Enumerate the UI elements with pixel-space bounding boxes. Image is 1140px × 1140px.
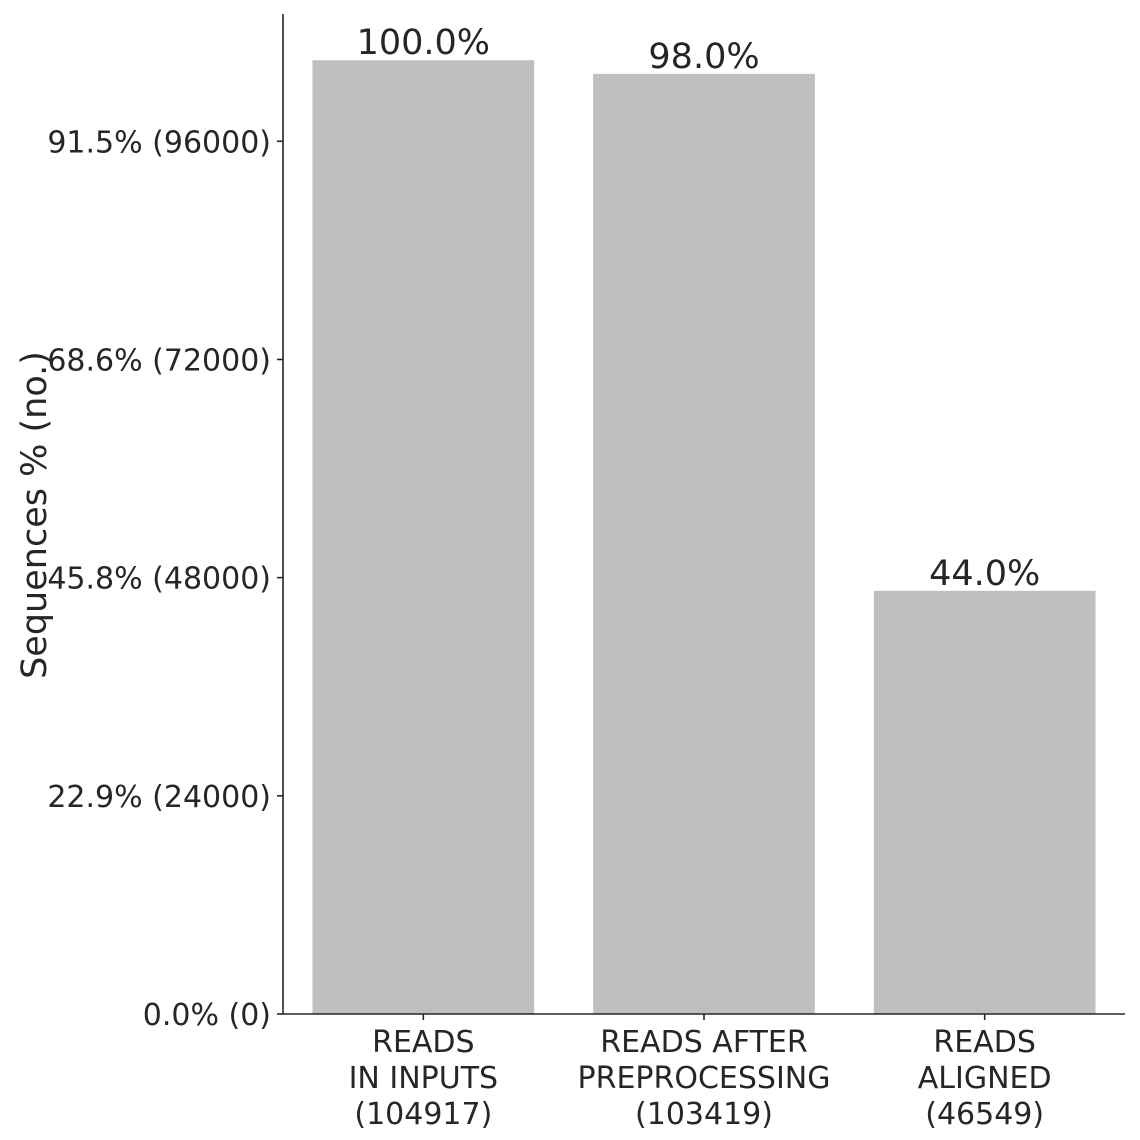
bar-value-label-3: 44.0% xyxy=(929,554,1040,594)
y-axis-label: Sequences % (no.) xyxy=(15,351,55,679)
x-tick-label-1: READS IN INPUTS (104917) xyxy=(349,1025,499,1132)
x-tick-label-line: IN INPUTS xyxy=(349,1061,499,1096)
x-tick-label-line: READS xyxy=(933,1025,1035,1060)
bar-3 xyxy=(873,590,1096,1014)
y-tick-label-1: 0.0% (0) xyxy=(143,998,271,1033)
y-tick-label-3: 45.8% (48000) xyxy=(47,562,271,597)
bar-labels-layer: 100.0% 98.0% 44.0% xyxy=(357,23,1041,594)
y-ticks-layer: 0.0% (0) 22.9% (24000) 45.8% (48000) 68.6% … xyxy=(47,125,283,1033)
x-tick-label-line: READS AFTER xyxy=(600,1025,807,1060)
x-tick-label-3: READS ALIGNED (46549) xyxy=(918,1025,1052,1132)
bars-layer xyxy=(312,60,1096,1014)
bar-value-label-1: 100.0% xyxy=(357,23,490,63)
y-tick-label-4: 68.6% (72000) xyxy=(47,343,271,378)
y-tick-label-5: 91.5% (96000) xyxy=(47,125,271,160)
x-tick-label-line: (103419) xyxy=(635,1097,773,1132)
x-ticks-layer: READS IN INPUTS (104917)READS AFTER PREPROC… xyxy=(349,1014,1052,1132)
x-tick-label-line: ALIGNED xyxy=(918,1061,1052,1096)
x-tick-label-line: READS xyxy=(372,1025,474,1060)
x-tick-label-line: PREPROCESSING xyxy=(578,1061,831,1096)
bar-value-label-2: 98.0% xyxy=(648,37,759,77)
x-tick-label-line: (46549) xyxy=(925,1097,1044,1132)
x-tick-label-2: READS AFTER PREPROCESSING (103419) xyxy=(578,1025,831,1132)
x-tick-label-line: (104917) xyxy=(354,1097,492,1132)
y-tick-label-2: 22.9% (24000) xyxy=(47,780,271,815)
bar-2 xyxy=(593,73,815,1014)
bar-1 xyxy=(312,60,535,1014)
